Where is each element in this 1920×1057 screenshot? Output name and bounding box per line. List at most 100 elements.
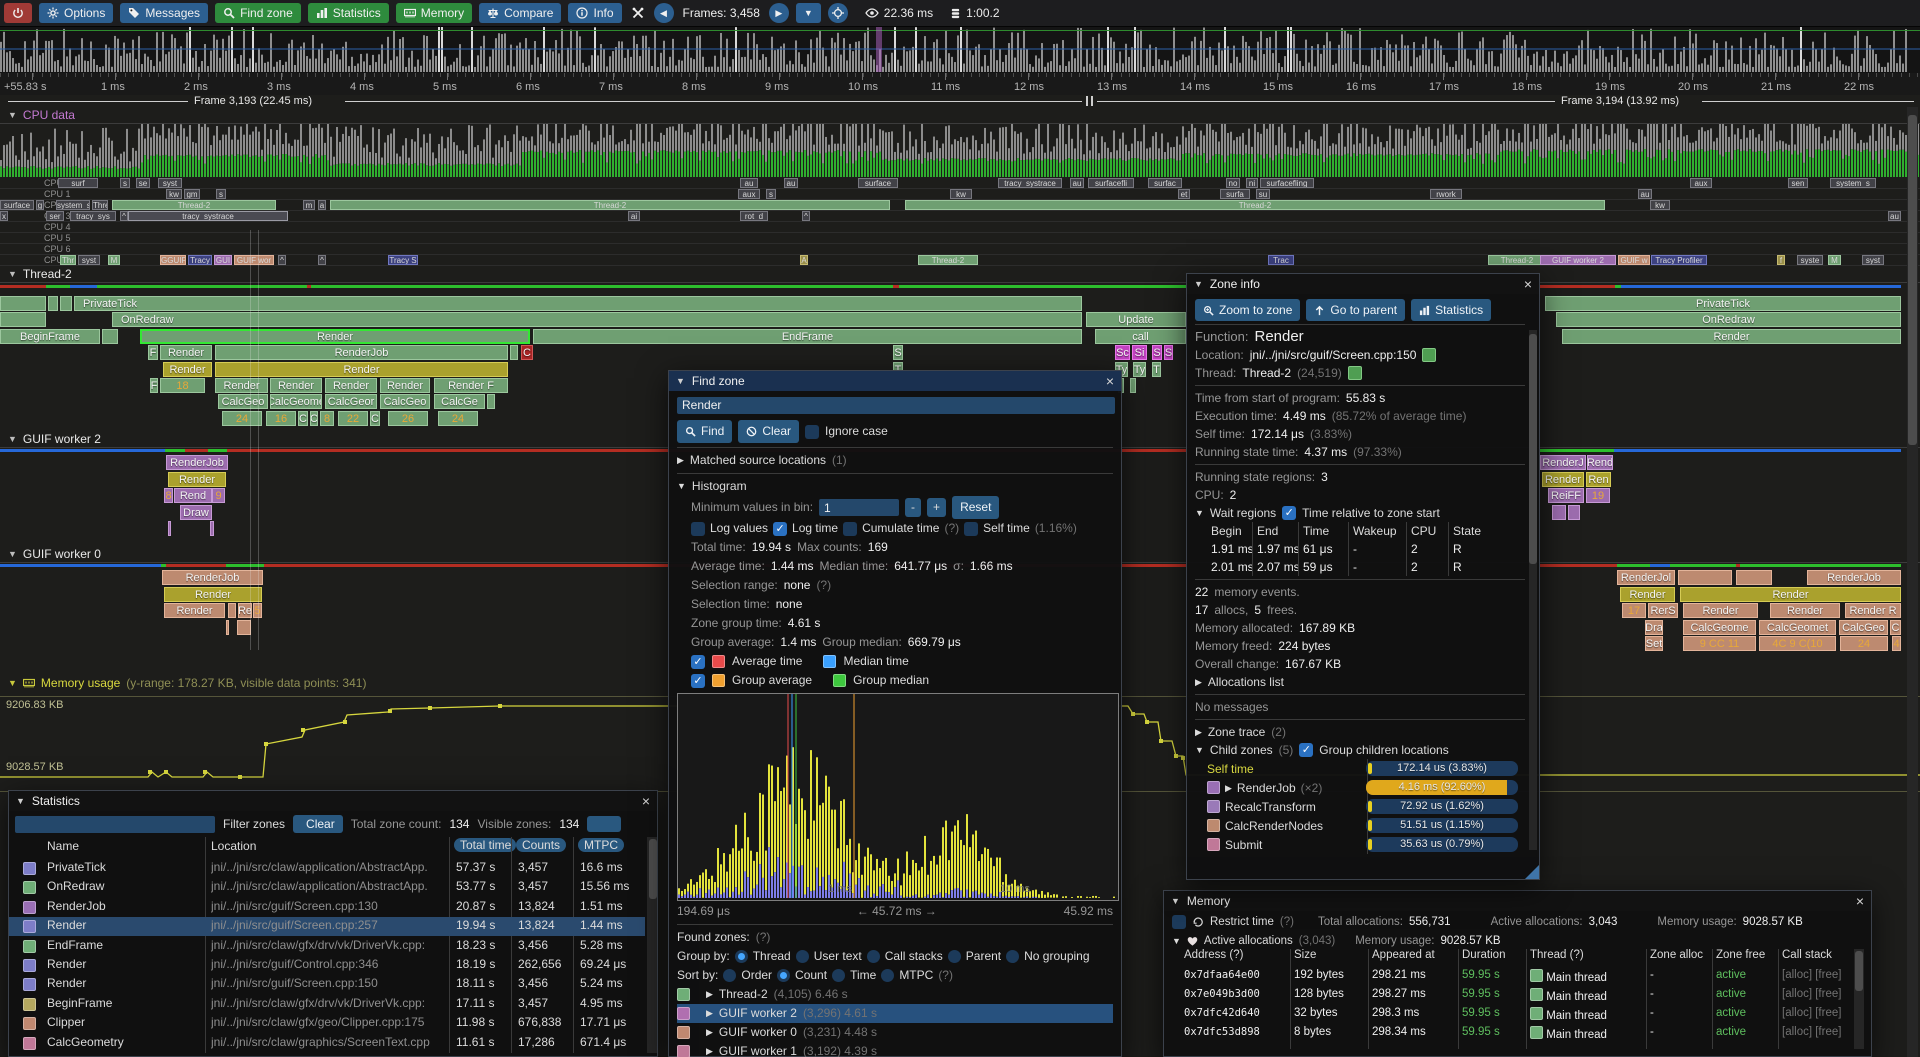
scrollbar-thumb[interactable] [1855,951,1863,991]
zone[interactable]: OnRedraw [1556,312,1901,327]
cpu-zone-chip[interactable]: no [1226,178,1240,188]
memory-scrollbar[interactable] [1854,949,1864,1049]
child-zone-row[interactable]: CalcRenderNodes 51.51 us (1.15%) [1195,816,1525,835]
cpu-zone-chip[interactable]: A [800,255,808,265]
cpu-zone-chip[interactable]: Thread-2 [1488,255,1546,265]
clear-filter-button[interactable]: Clear [293,815,343,833]
zone[interactable]: 9 [212,488,225,503]
found-zone-group-row[interactable]: ▶ GUIF worker 2 (3,296) 4.61 s [677,1004,1113,1023]
collapse-icon[interactable]: ▼ [8,269,17,279]
cpu-zone-chip[interactable]: surfacefling [1260,178,1314,188]
statistics-table[interactable]: Name Location Total time Counts MTPC PrivateT… [9,837,657,1053]
zone[interactable]: Render [140,329,530,344]
cpu-zone-chip[interactable]: g [36,200,44,210]
zone[interactable]: CalcGeor [325,394,377,409]
zone[interactable]: Render [160,345,212,360]
zone[interactable] [168,521,171,536]
cpu-zone-chip[interactable]: ni [1246,178,1258,188]
close-icon[interactable]: × [1523,276,1532,292]
zone[interactable]: Ren [1586,472,1611,487]
zone[interactable] [226,620,229,635]
zone[interactable]: 26 [388,411,428,426]
zone[interactable] [0,312,46,327]
cpu-zone-chip[interactable]: se [136,178,150,188]
self-time-checkbox[interactable] [964,521,979,536]
found-zone-group-row[interactable]: ▶ Thread-2 (4,105) 6.46 s [677,985,1113,1004]
filter-zones-input[interactable] [15,815,215,833]
zone[interactable] [102,329,118,344]
expand-icon[interactable]: ▶ [706,1027,713,1037]
expand-icon[interactable]: ▶ [706,1008,713,1018]
zone[interactable]: CalcGeome [270,394,322,409]
collapse-icon[interactable]: ▼ [8,549,17,559]
thread-header[interactable]: ▼ GUIF worker 0 [8,547,368,561]
cpu-zone-chip[interactable]: surfa [1220,189,1250,199]
zone[interactable]: C [298,411,308,426]
cpu-zone-chip[interactable]: system_se [56,200,90,210]
group-by-radio[interactable] [866,950,880,963]
zone[interactable]: 4C 9 C(10 [1759,636,1836,651]
collapse-icon[interactable]: ▼ [16,796,25,806]
clear-button[interactable]: Clear [738,420,800,443]
zone[interactable]: 5 [253,603,262,618]
collapse-icon[interactable]: ▼ [8,110,17,120]
cpu-zone-chip[interactable]: aux [738,189,760,199]
zone[interactable]: Dra [1645,620,1663,635]
memory-table-row[interactable]: 0x7dfc42d640 32 bytes 298.3 ms 59.95 s Main… [1176,1007,1866,1026]
zone[interactable]: C [1890,620,1901,635]
zone[interactable]: Rend [1587,455,1613,470]
cpu-zone-chip[interactable]: Trac [1268,255,1294,265]
cpu-zone-chip[interactable]: ^ [802,211,810,221]
cpu-zone-chip[interactable]: s [216,189,226,199]
zone[interactable]: S [1164,345,1173,360]
zone[interactable]: Render [215,378,268,393]
zone[interactable]: call [1095,329,1186,344]
zone[interactable]: 8 [164,488,173,503]
child-zone-row[interactable]: ▶ RenderJob (×2) 4.16 ms (92.60%) [1195,778,1525,797]
cpu-zone-chip[interactable]: surfacefli [1088,178,1134,188]
zone[interactable] [1568,505,1580,520]
limit-button-clipped[interactable] [587,816,622,832]
collapse-icon[interactable]: ▼ [1195,508,1204,518]
cpu-zone-chip[interactable]: Thr [60,255,76,265]
zone[interactable]: Render [270,378,322,393]
zone[interactable] [228,603,236,618]
cpu-zone-chip[interactable]: f [1777,255,1785,265]
zone[interactable]: 18 [160,378,205,393]
increment-button[interactable]: + [927,498,947,517]
axis-span[interactable]: ← 45.72 ms → [856,904,937,918]
expand-icon[interactable]: ▶ [1195,727,1202,737]
zone[interactable]: S [893,345,903,360]
zone[interactable]: Render F [434,378,508,393]
find-zone-button[interactable]: Find zone [215,3,301,23]
allocations-list-row[interactable]: ▶ Allocations list [1195,673,1525,691]
group-by-radio[interactable] [947,950,961,963]
found-zone-group-row[interactable]: ▶ GUIF worker 1 (3,192) 4.39 s [677,1042,1113,1057]
column-mtpc-button[interactable]: MTPC [578,838,624,852]
zone[interactable]: Rend [174,488,212,503]
expand-icon[interactable]: ▶ [1225,782,1232,793]
matched-source-locations[interactable]: ▶ Matched source locations (1) [677,451,1113,470]
thread-header[interactable]: ▼ GUIF worker 2 [8,432,368,446]
cumulate-time-checkbox[interactable] [843,521,858,536]
compare-button[interactable]: Compare [479,3,562,23]
cpu-zone-chip[interactable]: s [120,178,130,188]
messages-button[interactable]: Messages [120,3,209,23]
collapse-icon[interactable]: ▼ [676,376,685,386]
table-row[interactable]: EndFrame jni/../jni/src/claw/gfx/drv/vk/D… [9,937,645,956]
alloc-button[interactable]: [alloc] [1782,988,1813,1000]
alloc-button[interactable]: [alloc] [1782,969,1813,981]
cpu-zone-chip[interactable]: surfac [1148,178,1182,188]
thread-header[interactable]: ▼ Thread-2 [8,267,368,281]
group-by-radio[interactable] [734,950,748,963]
zone[interactable] [60,296,72,311]
table-row[interactable]: PrivateTick jni/../jni/src/claw/applicati… [9,859,645,878]
close-icon[interactable]: × [1105,373,1114,389]
find-button[interactable]: Find [677,420,733,443]
zone[interactable] [0,296,46,311]
sort-by-radio[interactable] [832,969,846,982]
sort-by-radio[interactable] [723,969,737,982]
zone[interactable]: CalcGeo [380,394,430,409]
cpu-zone-chip[interactable]: M [108,255,120,265]
log-values-checkbox[interactable] [691,521,705,536]
